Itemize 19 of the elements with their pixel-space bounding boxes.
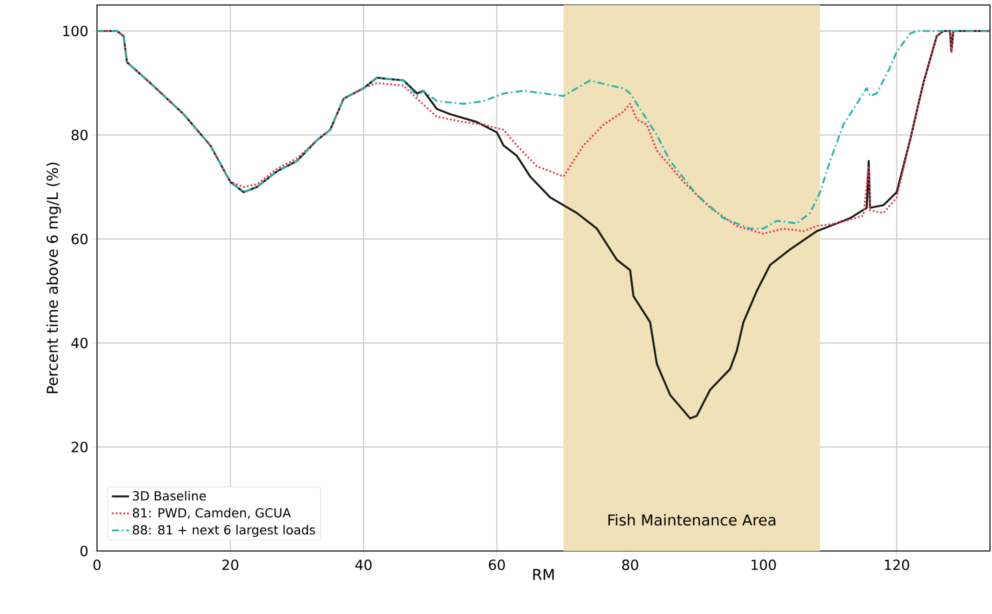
x-tick-label: 20 bbox=[222, 560, 238, 570]
y-tick-label: 40 bbox=[71, 338, 88, 348]
x-tick-label: 0 bbox=[93, 560, 101, 570]
x-tick-label: 120 bbox=[884, 560, 910, 570]
y-axis-title: Percent time above 6 mg/L (%) bbox=[46, 162, 61, 394]
y-tick-label: 0 bbox=[80, 546, 88, 556]
y-tick-label: 100 bbox=[63, 26, 88, 36]
x-tick-label: 60 bbox=[488, 560, 505, 570]
band-label: Fish Maintenance Area bbox=[608, 514, 776, 526]
x-tick-label: 40 bbox=[355, 560, 372, 570]
y-tick-label: 80 bbox=[72, 130, 88, 140]
legend-label: 3D Baseline bbox=[132, 490, 206, 501]
legend-label: 81: PWD, Camden, GCUA bbox=[132, 508, 291, 519]
legend-label: 88: 81 + next 6 largest loads bbox=[132, 524, 315, 537]
x-tick-label: 100 bbox=[752, 560, 776, 570]
x-tick-label: 80 bbox=[622, 560, 638, 570]
y-tick-label: 20 bbox=[72, 442, 88, 452]
y-tick-label: 60 bbox=[72, 234, 88, 244]
x-axis-title: RM bbox=[533, 568, 554, 580]
